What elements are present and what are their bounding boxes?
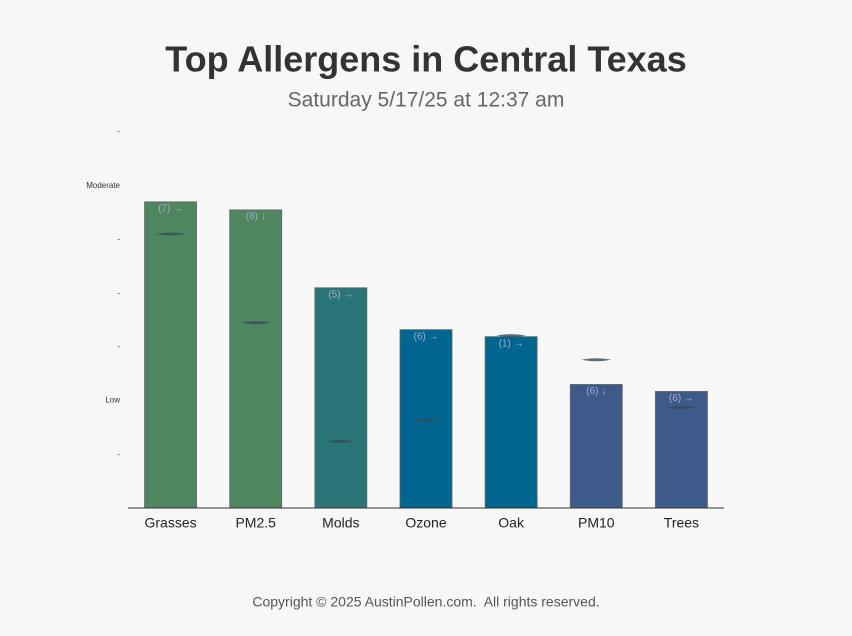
footer: Copyright © 2025 AustinPollen.com. All r… bbox=[252, 594, 599, 610]
y-tick-label: - bbox=[117, 235, 120, 244]
bar-label: (6) ↓ bbox=[586, 386, 606, 397]
x-tick-label: Grasses bbox=[145, 515, 197, 531]
bar bbox=[229, 209, 283, 509]
bar bbox=[399, 329, 453, 509]
bar bbox=[484, 336, 538, 509]
marker bbox=[155, 232, 186, 236]
chart-subtitle: Saturday 5/17/25 at 12:37 am bbox=[288, 89, 565, 112]
x-tick-label: Oak bbox=[498, 515, 525, 531]
marker bbox=[240, 321, 271, 325]
bar-label: (6) → bbox=[669, 393, 694, 404]
chart-title: Top Allergens in Central Texas bbox=[165, 39, 686, 80]
x-tick-label: PM2.5 bbox=[235, 515, 276, 531]
y-tick-label: - bbox=[117, 288, 120, 297]
bar bbox=[569, 384, 623, 509]
y-tick-label: Moderate bbox=[86, 181, 120, 190]
marker bbox=[496, 334, 527, 338]
bar-label: (1) → bbox=[499, 338, 524, 349]
y-tick-label: - bbox=[117, 342, 120, 351]
y-tick-label: - bbox=[117, 449, 120, 458]
bar-label: (6) → bbox=[414, 331, 439, 342]
bar bbox=[314, 287, 368, 509]
x-tick-label: Ozone bbox=[405, 515, 446, 531]
x-tick-label: Trees bbox=[664, 515, 699, 531]
marker bbox=[325, 439, 356, 443]
marker bbox=[666, 406, 697, 410]
x-tick-label: Molds bbox=[322, 515, 359, 531]
marker bbox=[581, 358, 612, 362]
bar bbox=[144, 201, 197, 509]
x-tick-label: PM10 bbox=[578, 515, 615, 531]
y-tick-label: - bbox=[117, 127, 120, 136]
marker bbox=[411, 418, 441, 422]
bar bbox=[655, 391, 708, 509]
bar-label: (8) ↓ bbox=[246, 212, 266, 223]
y-tick-label: Low bbox=[105, 396, 120, 405]
bar-label: (5) → bbox=[328, 289, 353, 300]
bar-label: (7) → bbox=[158, 203, 183, 214]
